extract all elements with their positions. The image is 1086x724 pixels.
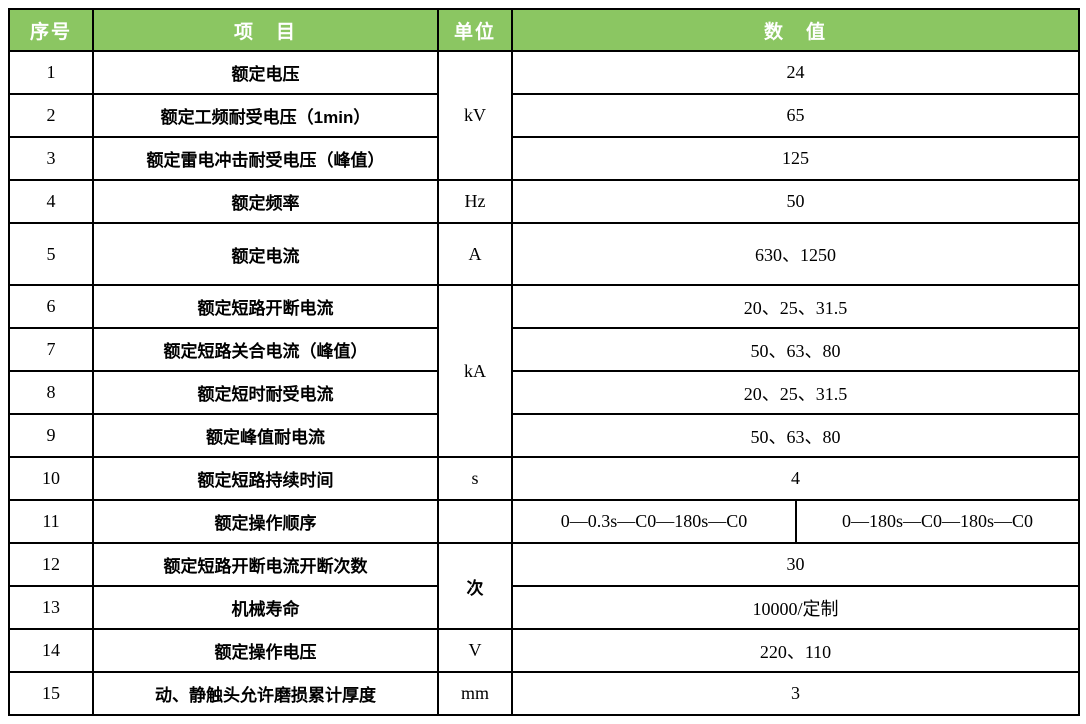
value-cell: 30 [510,542,1081,587]
item-cell: 动、静触头允许磨损累计厚度 [92,671,439,716]
row-no-cell: 5 [8,222,94,286]
item-cell: 额定频率 [92,179,439,224]
item-cell: 额定电流 [92,222,439,286]
row-no-cell: 9 [8,413,94,458]
row-no-cell: 13 [8,585,94,630]
row-no-cell: 2 [8,93,94,138]
row-no-cell: 12 [8,542,94,587]
row-no-cell: 11 [8,499,94,544]
value-cell: 10000/定制 [510,585,1081,630]
header-no: 序号 [8,8,94,52]
row-no-cell: 14 [8,628,94,673]
value-cell-left: 0—0.3s—C0—180s—C0 [511,499,797,544]
table-row: 1 额定电压 kV 24 [8,50,1081,181]
item-cell: 额定操作电压 [92,628,439,673]
header-unit: 单位 [437,8,513,52]
unit-cell-ci: 次 [437,542,513,630]
value-cell: 24 [510,50,1081,95]
table-row: 12 额定短路开断电流开断次数 次 30 [8,542,1081,630]
table-row: 14 额定操作电压 V 220、110 [8,628,1081,673]
unit-cell-mm: mm [437,671,513,716]
item-cell: 额定电压 [92,50,439,95]
unit-cell-kv: kV [437,50,513,181]
value-cell: 50 [510,179,1081,224]
spec-table: 序号 项 目 单位 数 值 1 额定电压 kV 24 2 额定工频耐受电压（1m… [8,8,1081,716]
unit-cell-hz: Hz [437,179,513,224]
item-cell: 额定短路关合电流（峰值） [92,327,439,372]
table-row: 5 额定电流 A 630、1250 [8,222,1081,286]
value-cell: 220、110 [510,628,1081,673]
table-row: 15 动、静触头允许磨损累计厚度 mm 3 [8,671,1081,716]
value-cell: 4 [510,456,1081,501]
item-cell: 机械寿命 [92,585,439,630]
unit-cell-a: A [437,222,513,286]
table-row: 11 额定操作顺序 0—0.3s—C0—180s—C0 0—180s—C0—18… [8,499,1081,544]
row-no-cell: 15 [8,671,94,716]
item-cell: 额定短时耐受电流 [92,370,439,415]
table-row: 13 机械寿命 10000/定制 [8,585,1081,630]
table-row: 3 额定雷电冲击耐受电压（峰值） 125 [8,136,1081,181]
item-cell: 额定雷电冲击耐受电压（峰值） [92,136,439,181]
row-no-cell: 10 [8,456,94,501]
unit-cell-s: s [437,456,513,501]
item-cell: 额定操作顺序 [92,499,439,544]
header-value: 数 值 [510,8,1081,52]
table-row: 7 额定短路关合电流（峰值） 50、63、80 [8,327,1081,372]
table-row: 8 额定短时耐受电流 20、25、31.5 [8,370,1081,415]
row-no-cell: 7 [8,327,94,372]
unit-cell-ka: kA [437,284,513,458]
item-cell: 额定短路开断电流 [92,284,439,329]
value-cell: 125 [510,136,1081,181]
row-no-cell: 8 [8,370,94,415]
table-row: 6 额定短路开断电流 kA 20、25、31.5 [8,284,1081,458]
item-cell: 额定工频耐受电压（1min） [92,93,439,138]
table-row: 10 额定短路持续时间 s 4 [8,456,1081,501]
value-cell: 630、1250 [510,222,1081,286]
value-cell: 65 [510,93,1081,138]
row-no-cell: 1 [8,50,94,95]
item-cell: 额定短路开断电流开断次数 [92,542,439,587]
value-cell-right: 0—180s—C0—180s—C0 [794,499,1081,544]
row-no-cell: 6 [8,284,94,329]
value-cell: 50、63、80 [510,413,1081,458]
item-cell: 额定峰值耐电流 [92,413,439,458]
row-no-cell: 3 [8,136,94,181]
table-row: 9 额定峰值耐电流 50、63、80 [8,413,1081,458]
value-cell: 20、25、31.5 [510,370,1081,415]
table-row: 2 额定工频耐受电压（1min） 65 [8,93,1081,138]
value-cell: 3 [510,671,1081,716]
header-item: 项 目 [92,8,439,52]
value-cell: 20、25、31.5 [510,284,1081,329]
unit-cell-empty [437,499,513,544]
value-cell: 50、63、80 [510,327,1081,372]
unit-cell-v: V [437,628,513,673]
item-cell: 额定短路持续时间 [92,456,439,501]
header-row: 序号 项 目 单位 数 值 [8,8,1081,52]
table-row: 4 额定频率 Hz 50 [8,179,1081,224]
row-no-cell: 4 [8,179,94,224]
